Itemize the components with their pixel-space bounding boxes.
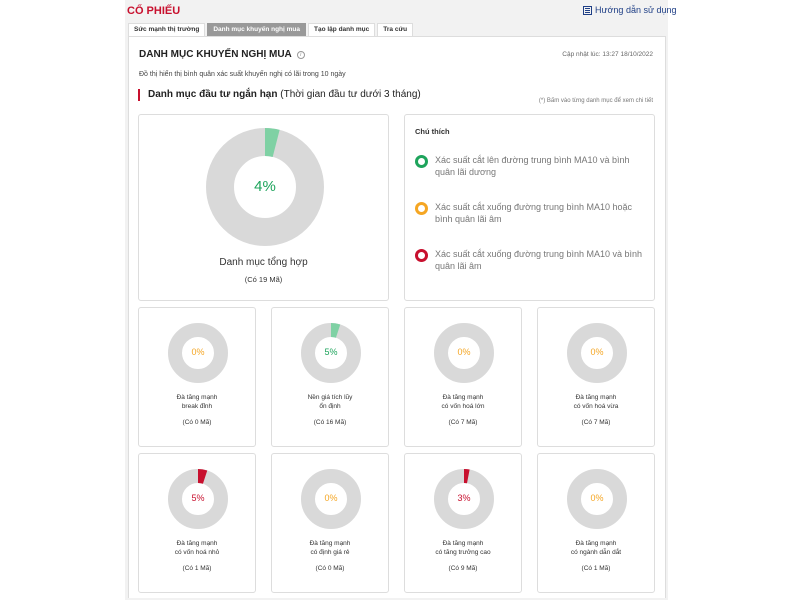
category-count: (Có 0 Mã) [182,419,212,426]
tab-bar: Sức mạnh thị trường Danh mục khuyến nghị … [128,23,414,36]
category-card[interactable]: 0% Đà tăng mạnh có vốn hoá vừa (Có 7 Mã) [537,307,655,447]
category-donut [434,323,494,383]
category-name-line1: Đà tăng mạnh [176,540,218,547]
donut-value-arc [434,469,494,529]
category-percent: 3% [457,493,471,503]
category-percent: 5% [191,493,205,503]
detail-hint: (*) Bấm vào từng danh mục để xem chi tiế… [538,98,653,104]
frame-bottom [128,598,666,600]
summary-count: (Có 19 Mã) [244,275,283,284]
category-percent: 0% [590,493,604,503]
category-name-line2: ổn định [319,403,341,410]
summary-card[interactable]: 4% Danh mục tổng hợp (Có 19 Mã) [138,114,389,301]
tab-3[interactable]: Tra cứu [377,23,414,36]
category-percent: 0% [457,347,471,357]
category-card[interactable]: 5% Nền giá tích lũy ổn định (Có 16 Mã) [271,307,389,447]
tab-2[interactable]: Tạo lập danh mục [308,23,376,36]
guide-link[interactable]: Hướng dẫn sử dụng [583,5,677,15]
category-donut [168,469,228,529]
main-panel: DANH MỤC KHUYẾN NGHỊ MUA i Cập nhật lúc:… [128,36,666,600]
donut-track [567,323,627,383]
legend-text: Xác suất cắt lên đường trung bình MA10 v… [435,155,630,177]
category-name-line2: break đỉnh [181,403,213,410]
category-donut [301,323,361,383]
category-name-line1: Đà tăng mạnh [176,394,218,401]
category-name-line1: Đà tăng mạnh [309,540,351,547]
red-ring-icon [415,249,428,262]
category-count: (Có 9 Mã) [448,565,478,572]
category-name-line2: có ngành dẫn dắt [570,549,622,556]
category-name-line1: Đà tăng mạnh [442,540,484,547]
category-card[interactable]: 3% Đà tăng mạnh có tăng trưởng cao (Có 9 Mã… [404,453,522,593]
category-name-line1: Đà tăng mạnh [575,394,617,401]
category-name-line1: Đà tăng mạnh [575,540,617,547]
category-card[interactable]: 0% Đà tăng mạnh có định giá rẻ (Có 0 Mã) [271,453,389,593]
category-count: (Có 1 Mã) [182,565,212,572]
updated-timestamp: Cập nhật lúc: 13:27 18/10/2022 [562,51,653,58]
category-name-line2: có vốn hoá vừa [573,403,619,410]
legend-card: Chú thích Xác suất cắt lên đường trung b… [404,114,655,301]
category-count: (Có 7 Mã) [581,419,611,426]
donut-value-arc [301,323,361,383]
category-percent: 0% [191,347,205,357]
green-ring-icon [415,155,428,168]
donut-track [168,323,228,383]
page-title-text: DANH MỤC KHUYẾN NGHỊ MUA [139,49,292,60]
category-name-line2: có tăng trưởng cao [435,549,491,556]
legend-item-orange: Xác suất cắt xuống đường trung bình MA10… [415,201,647,225]
category-name-line2: có vốn hoá lớn [441,403,485,410]
orange-ring-icon [415,202,428,215]
tab-1[interactable]: Danh mục khuyến nghị mua [207,23,307,36]
donut-track [567,469,627,529]
summary-donut [206,128,324,246]
category-donut [567,469,627,529]
category-name-line2: có định giá rẻ [310,549,350,556]
category-percent: 0% [324,493,338,503]
category-name-line1: Đà tăng mạnh [442,394,484,401]
donut-track [434,323,494,383]
legend-title: Chú thích [415,127,450,136]
category-count: (Có 0 Mã) [315,565,345,572]
donut-value-arc [168,469,228,529]
category-donut [301,469,361,529]
legend-item-green: Xác suất cắt lên đường trung bình MA10 v… [415,154,647,178]
legend-text: Xác suất cắt xuống đường trung bình MA10… [435,249,643,271]
category-donut [567,323,627,383]
guide-label: Hướng dẫn sử dụng [595,5,677,15]
section-title-main: Danh mục đầu tư ngắn hạn [148,89,278,100]
tab-0[interactable]: Sức mạnh thị trường [128,23,206,36]
category-donut [434,469,494,529]
book-icon [583,5,592,15]
summary-percent: 4% [254,178,276,195]
legend-text: Xác suất cắt xuống đường trung bình MA10… [435,202,633,224]
section-title: Danh mục đầu tư ngắn hạn (Thời gian đầu … [138,89,421,101]
category-count: (Có 1 Mã) [581,565,611,572]
category-card[interactable]: 0% Đà tăng mạnh có vốn hoá lớn (Có 7 Mã) [404,307,522,447]
category-percent: 5% [324,347,338,357]
legend-item-red: Xác suất cắt xuống đường trung bình MA10… [415,248,647,272]
category-count: (Có 7 Mã) [448,419,478,426]
category-name-line1: Nền giá tích lũy [307,394,353,401]
info-icon[interactable]: i [296,50,305,59]
category-name-line2: có vốn hoá nhỏ [174,549,220,556]
section-subtitle: (Thời gian đầu tư dưới 3 tháng) [280,89,421,100]
category-percent: 0% [590,347,604,357]
category-card[interactable]: 0% Đà tăng mạnh có ngành dẫn dắt (Có 1 Mã) [537,453,655,593]
page-title: DANH MỤC KHUYẾN NGHỊ MUA i [139,49,305,60]
donut-value-arc [206,128,324,246]
category-card[interactable]: 5% Đà tăng mạnh có vốn hoá nhỏ (Có 1 Mã) [138,453,256,593]
brand-title: CỔ PHIẾU [127,5,181,17]
panel-description: Đồ thị hiển thị bình quân xác suất khuyế… [139,71,346,78]
category-donut [168,323,228,383]
category-count: (Có 16 Mã) [313,419,347,426]
summary-name: Danh mục tổng hợp [219,257,308,268]
category-card[interactable]: 0% Đà tăng mạnh break đỉnh (Có 0 Mã) [138,307,256,447]
donut-track [301,469,361,529]
